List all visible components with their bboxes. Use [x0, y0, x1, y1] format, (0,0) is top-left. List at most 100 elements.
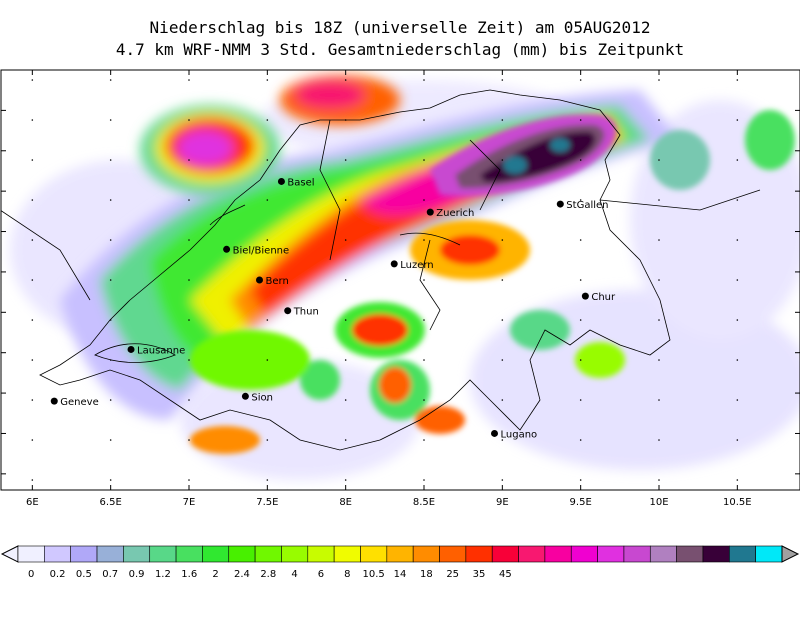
legend-swatch	[307, 545, 335, 563]
grid-dot	[188, 479, 190, 481]
legend-swatch	[228, 545, 256, 563]
grid-dot	[109, 319, 112, 321]
lon-tick-label: 8E	[339, 497, 352, 508]
grid-dot	[423, 359, 425, 361]
legend-swatch	[281, 545, 309, 563]
grid-dot	[266, 319, 269, 321]
grid-dot	[658, 199, 660, 201]
legend-swatch	[702, 545, 730, 563]
grid-dot	[736, 159, 739, 161]
plot-frame	[0, 69, 800, 491]
city-label: Sion	[251, 392, 273, 403]
lon-tick-label: 6E	[26, 497, 39, 508]
grid-dot	[344, 239, 347, 241]
grid-dot	[344, 479, 347, 481]
grid-dot	[423, 399, 425, 401]
legend-label: 6	[318, 569, 324, 580]
grid-dot	[501, 199, 504, 201]
grid-dot	[344, 199, 347, 201]
grid-dot	[344, 319, 347, 321]
grid-dot	[501, 239, 504, 241]
grid-dot	[658, 159, 660, 161]
grid-dot	[188, 359, 190, 361]
grid-dot	[109, 79, 112, 81]
grid-dot	[344, 279, 347, 281]
legend-swatch	[149, 545, 177, 563]
grid-dot	[579, 79, 582, 81]
grid-dot	[31, 359, 34, 361]
city-marker	[50, 397, 58, 405]
city-label: Geneve	[60, 397, 98, 408]
legend-swatch	[676, 545, 704, 563]
grid-dot	[344, 119, 347, 121]
legend-swatch	[755, 545, 783, 563]
legend-swatch	[17, 545, 45, 563]
cities-layer: Basel Zuerich StGallen Biel/Bienne Luzern Ber…	[50, 177, 616, 440]
grid-dot	[109, 199, 112, 201]
grid-dot	[736, 479, 739, 481]
grid-dot	[579, 439, 582, 441]
city-marker	[277, 177, 285, 185]
legend-label: 0.9	[129, 569, 145, 580]
legend-swatch	[175, 545, 203, 563]
grid-dot	[266, 399, 269, 401]
legend-swatch	[70, 545, 98, 563]
legend-swatch	[123, 545, 151, 563]
city-marker	[256, 276, 263, 284]
grid-dot	[188, 79, 190, 81]
legend-swatch	[518, 545, 546, 563]
lon-tick-label: 7E	[183, 497, 196, 508]
grid-dot	[579, 399, 582, 401]
legend-label: 2.8	[260, 569, 276, 580]
grid-dot	[188, 199, 190, 201]
city-marker	[581, 292, 589, 300]
city-label: Thun	[293, 307, 319, 318]
grid-dot	[579, 119, 582, 121]
legend-swatch	[360, 545, 388, 563]
grid-dot	[188, 279, 190, 281]
lon-tick-label: 7.5E	[256, 497, 278, 508]
grid-dot	[579, 199, 582, 201]
grid-dot	[188, 319, 190, 321]
city-label: Bern	[266, 276, 289, 287]
grid-dot	[109, 239, 112, 241]
grid-dot	[109, 479, 112, 481]
grid-dot	[501, 119, 504, 121]
legend-swatch	[623, 545, 651, 563]
city-label: Luzern	[400, 260, 433, 271]
legend-swatch	[333, 545, 361, 563]
grid-dot	[423, 319, 425, 321]
grid-dot	[266, 439, 269, 441]
grid-dot	[501, 159, 504, 161]
color-scale-legend: 0 0.2 0.5 0.7 0.9 1.2 1.6 2 2.4 2.8 4 6 8 10.5 14 18 25 3…	[0, 545, 800, 580]
grid-dot	[658, 119, 660, 121]
grid-dot	[658, 239, 660, 241]
grid-dot	[109, 279, 112, 281]
grid-dot	[579, 479, 582, 481]
grid-dot	[501, 79, 504, 81]
legend-swatch	[202, 545, 230, 563]
legend-swatch	[412, 545, 440, 563]
legend-label: 2	[212, 569, 218, 580]
grid-dot	[109, 439, 112, 441]
city-marker	[556, 200, 564, 208]
grid-dot	[109, 159, 112, 161]
lon-tick-label: 8.5E	[413, 497, 435, 508]
grid-dot	[423, 199, 425, 201]
city-label: Basel	[287, 177, 314, 188]
legend-label: 45	[499, 569, 512, 580]
city-marker	[241, 392, 249, 400]
grid-dot	[501, 319, 504, 321]
grid-dot	[423, 479, 425, 481]
grid-dot	[31, 79, 34, 81]
legend-label: 2.4	[234, 569, 250, 580]
legend-label: 1.6	[181, 569, 197, 580]
grid-dot	[501, 279, 504, 281]
grid-dot	[736, 279, 739, 281]
grid-dot	[31, 199, 34, 201]
grid-dot	[344, 359, 347, 361]
legend-swatch	[729, 545, 756, 563]
map-subtitle: 4.7 km WRF-NMM 3 Std. Gesamtniederschlag…	[115, 40, 685, 59]
grid-dot	[344, 159, 347, 161]
